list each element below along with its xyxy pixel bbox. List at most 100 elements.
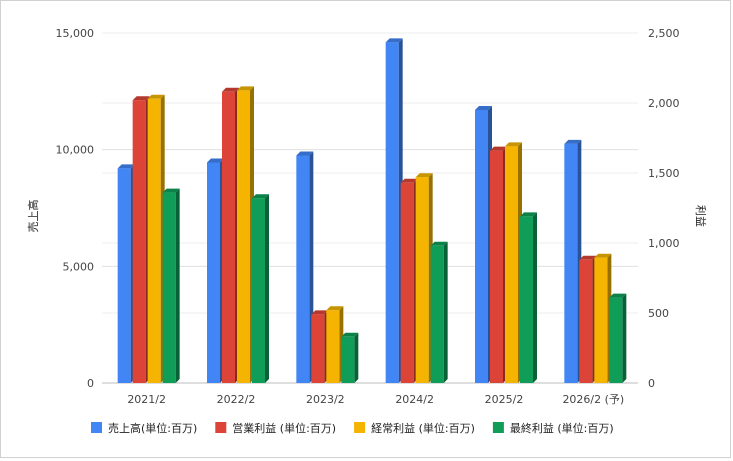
bar-top xyxy=(252,194,269,199)
bar-top xyxy=(415,173,433,178)
bar-top xyxy=(400,178,418,183)
bar-front xyxy=(207,162,220,383)
bar-top xyxy=(490,146,507,151)
bar-営業利益 (単位:百万)-2024/2 xyxy=(400,178,418,383)
bar-売上高(単位:百万)-2023/2 xyxy=(296,151,314,383)
bar-最終利益 (単位:百万)-2026/2 (予) xyxy=(609,293,627,383)
legend-label: 経常利益 (単位:百万) xyxy=(371,421,475,435)
bar-front xyxy=(564,143,578,383)
bar-side xyxy=(175,188,180,383)
bar-top xyxy=(341,332,359,337)
x-tick-label: 2023/2 xyxy=(306,393,345,406)
bar-売上高(単位:百万)-2022/2 xyxy=(207,158,224,383)
left-tick-label: 5,000 xyxy=(63,260,95,273)
bar-front xyxy=(222,91,235,384)
bar-front xyxy=(326,310,340,383)
right-tick-label: 2,000 xyxy=(648,97,680,110)
bar-top xyxy=(207,158,224,163)
bar-front xyxy=(117,168,131,383)
bar-top xyxy=(147,94,165,99)
x-tick-label: 2024/2 xyxy=(395,393,434,406)
bar-front xyxy=(505,146,518,383)
legend-item: 営業利益 (単位:百万) xyxy=(215,421,336,435)
right-tick-label: 2,500 xyxy=(648,27,680,40)
bar-side xyxy=(533,212,537,383)
bar-front xyxy=(252,198,265,383)
bar-営業利益 (単位:百万)-2025/2 xyxy=(490,146,507,383)
bar-front xyxy=(341,336,355,383)
legend-label: 営業利益 (単位:百万) xyxy=(232,421,336,435)
bar-営業利益 (単位:百万)-2026/2 (予) xyxy=(579,255,597,383)
bar-売上高(単位:百万)-2025/2 xyxy=(475,106,492,383)
bar-front xyxy=(400,182,414,383)
bar-top xyxy=(117,164,135,169)
bar-売上高(単位:百万)-2026/2 (予) xyxy=(564,139,582,383)
left-tick-label: 15,000 xyxy=(56,27,95,40)
bar-top xyxy=(162,188,180,193)
bar-front xyxy=(594,257,608,383)
bar-side xyxy=(622,293,627,383)
left-tick-label: 0 xyxy=(87,377,94,390)
bar-top xyxy=(579,255,597,260)
bar-営業利益 (単位:百万)-2021/2 xyxy=(132,96,150,383)
bar-top xyxy=(594,253,612,258)
bar-経常利益 (単位:百万)-2022/2 xyxy=(237,86,254,384)
bars xyxy=(117,38,627,384)
bar-top xyxy=(520,212,537,217)
bar-経常利益 (単位:百万)-2025/2 xyxy=(505,142,522,383)
bar-front xyxy=(430,245,444,383)
bar-front xyxy=(415,177,429,383)
legend-item: 最終利益 (単位:百万) xyxy=(492,421,614,435)
bar-最終利益 (単位:百万)-2025/2 xyxy=(520,212,537,383)
bar-front xyxy=(520,216,533,383)
legend-label: 最終利益 (単位:百万) xyxy=(510,421,614,435)
left-axis-title: 売上高 xyxy=(26,200,40,233)
right-tick-label: 0 xyxy=(648,377,655,390)
right-tick-label: 1,000 xyxy=(648,237,680,250)
bar-front xyxy=(162,192,176,383)
bar-経常利益 (単位:百万)-2024/2 xyxy=(415,173,433,383)
left-tick-label: 10,000 xyxy=(56,144,95,157)
x-tick-label: 2021/2 xyxy=(127,393,166,406)
right-axis-ticks: 0 500 1,000 1,500 2,000 2,500 xyxy=(648,27,680,390)
x-tick-label: 2022/2 xyxy=(217,393,256,406)
bar-top xyxy=(430,241,448,246)
bar-top xyxy=(311,310,329,315)
bar-top xyxy=(132,96,150,101)
legend: 売上高(単位:百万) 営業利益 (単位:百万) 経常利益 (単位:百万) 最終利益 (… xyxy=(91,421,614,435)
legend-item: 売上高(単位:百万) xyxy=(91,421,197,435)
bar-front xyxy=(475,110,488,383)
bar-top xyxy=(609,293,627,298)
gridlines xyxy=(102,32,638,384)
legend-swatch xyxy=(91,422,102,433)
legend-swatch xyxy=(354,422,366,433)
bar-front xyxy=(385,42,399,383)
bar-top xyxy=(385,38,403,43)
bar-top xyxy=(222,87,239,92)
bar-top xyxy=(505,142,522,147)
bar-front xyxy=(609,297,623,383)
right-axis-title: 利益 xyxy=(694,205,708,227)
bar-最終利益 (単位:百万)-2024/2 xyxy=(430,241,448,383)
bar-side xyxy=(354,332,359,383)
x-tick-label: 2025/2 xyxy=(485,393,524,406)
bar-top xyxy=(326,306,344,311)
bar-経常利益 (単位:百万)-2026/2 (予) xyxy=(594,253,612,383)
bar-front xyxy=(147,98,161,384)
bar-売上高(単位:百万)-2024/2 xyxy=(385,38,403,383)
right-tick-label: 1,500 xyxy=(648,167,680,180)
bar-top xyxy=(475,106,492,110)
bar-front xyxy=(490,150,503,383)
bar-top xyxy=(296,151,314,156)
bar-営業利益 (単位:百万)-2022/2 xyxy=(222,87,239,384)
bar-売上高(単位:百万)-2021/2 xyxy=(117,164,135,383)
bar-front xyxy=(132,100,146,383)
bar-front xyxy=(237,90,250,384)
left-axis-ticks: 0 5,000 10,000 15,000 xyxy=(56,27,95,390)
bar-最終利益 (単位:百万)-2022/2 xyxy=(252,194,269,383)
bar-front xyxy=(296,155,310,383)
legend-swatch xyxy=(215,422,227,433)
legend-label: 売上高(単位:百万) xyxy=(108,421,197,435)
